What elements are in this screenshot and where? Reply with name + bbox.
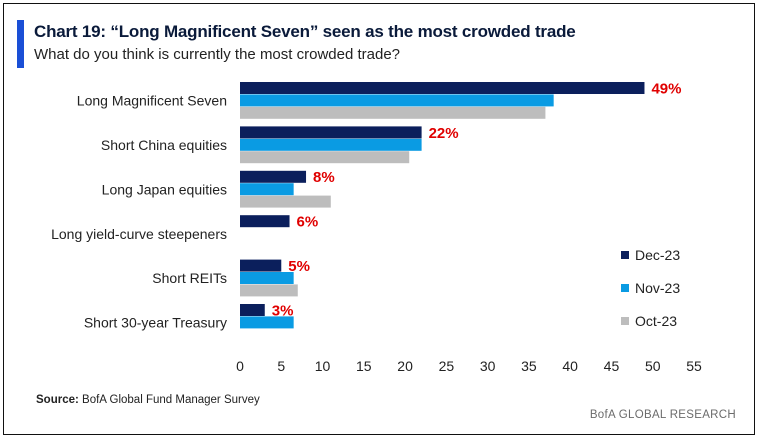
x-tick-label: 20 xyxy=(397,358,413,374)
chart-subtitle: What do you think is currently the most … xyxy=(34,46,401,63)
data-label: 6% xyxy=(297,214,319,231)
data-label: 22% xyxy=(429,125,459,142)
bar-dec-23 xyxy=(240,304,265,316)
legend-label: Nov-23 xyxy=(635,280,680,296)
legend-label: Oct-23 xyxy=(635,313,677,329)
data-label: 49% xyxy=(651,80,681,97)
bar-nov-23 xyxy=(240,316,294,329)
x-tick-label: 30 xyxy=(480,358,496,374)
data-label: 8% xyxy=(313,169,335,186)
x-tick-label: 25 xyxy=(439,358,455,374)
category-label: Short 30-year Treasury xyxy=(84,315,227,331)
title-accent-bar xyxy=(17,20,24,68)
x-tick-label: 0 xyxy=(236,358,244,374)
category-label: Long Japan equities xyxy=(102,181,227,197)
x-tick-label: 55 xyxy=(686,358,702,374)
x-tick-label: 35 xyxy=(521,358,537,374)
x-tick-label: 50 xyxy=(645,358,661,374)
bar-dec-23 xyxy=(240,215,290,228)
x-tick-label: 45 xyxy=(604,358,620,374)
x-tick-label: 5 xyxy=(277,358,285,374)
category-label: Long yield-curve steepeners xyxy=(51,226,227,242)
source-text: BofA Global Fund Manager Survey xyxy=(78,394,260,406)
chart-frame: Chart 19: “Long Magnificent Seven” seen … xyxy=(3,3,755,435)
legend-swatch-nov-23 xyxy=(621,284,629,292)
legend-swatch-oct-23 xyxy=(621,317,629,325)
bar-nov-23 xyxy=(240,138,422,151)
bar-dec-23 xyxy=(240,126,422,139)
bar-nov-23 xyxy=(240,183,294,196)
bar-dec-23 xyxy=(240,82,645,94)
bar-nov-23 xyxy=(240,94,554,107)
x-tick-label: 40 xyxy=(562,358,578,374)
source-note: Source: BofA Global Fund Manager Survey xyxy=(36,394,260,406)
bar-oct-23 xyxy=(240,151,410,164)
data-label: 5% xyxy=(288,258,310,275)
category-label: Short China equities xyxy=(101,137,227,153)
category-label: Short REITs xyxy=(152,270,227,286)
legend-label: Dec-23 xyxy=(635,247,680,263)
legend-swatch-dec-23 xyxy=(621,251,629,259)
chart-title: Chart 19: “Long Magnificent Seven” seen … xyxy=(34,22,576,41)
bar-nov-23 xyxy=(240,272,294,284)
brand-footer: BofA GLOBAL RESEARCH xyxy=(589,409,736,421)
category-label: Long Magnificent Seven xyxy=(77,93,227,109)
bar-oct-23 xyxy=(240,195,331,208)
data-label: 3% xyxy=(272,302,294,319)
x-tick-label: 15 xyxy=(356,358,372,374)
source-label: Source: xyxy=(36,394,79,406)
bar-dec-23 xyxy=(240,259,282,272)
bar-oct-23 xyxy=(240,284,298,297)
bar-oct-23 xyxy=(240,106,546,119)
x-tick-label: 10 xyxy=(315,358,331,374)
bar-dec-23 xyxy=(240,170,307,183)
